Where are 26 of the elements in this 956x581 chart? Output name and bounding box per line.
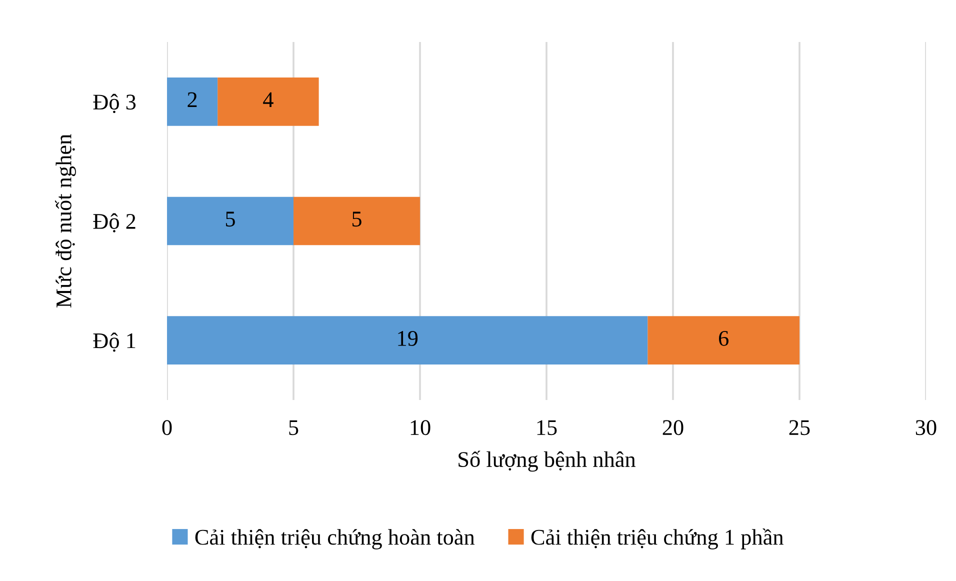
bar xyxy=(648,316,800,365)
legend-label: Cải thiện triệu chứng hoàn toàn xyxy=(195,529,475,550)
bar xyxy=(294,196,420,246)
x-tick-label: 5 xyxy=(289,420,298,436)
legend-label: Cải thiện triệu chứng 1 phần xyxy=(531,528,784,550)
x-tick-label: 30 xyxy=(916,420,936,436)
x-tick-label: 0 xyxy=(162,420,172,436)
bar xyxy=(167,196,294,246)
data-label: 6 xyxy=(718,330,728,346)
data-label: 2 xyxy=(188,92,197,108)
data-label: 5 xyxy=(352,212,362,227)
bar xyxy=(167,78,218,126)
data-label: 5 xyxy=(226,212,235,227)
y-tick-label: Độ 1 xyxy=(93,332,136,352)
y-tick-label: Độ 3 xyxy=(93,94,136,114)
data-label: 19 xyxy=(398,330,418,346)
x-tick-label: 10 xyxy=(410,420,430,436)
y-tick-label: Độ 2 xyxy=(93,213,136,232)
y-axis-title: Mức độ nuốt nghẹn xyxy=(55,134,76,308)
x-tick-label: 20 xyxy=(662,420,684,436)
bar xyxy=(167,316,648,365)
x-tick-label: 15 xyxy=(537,420,557,436)
data-label: 4 xyxy=(263,92,274,108)
bar xyxy=(218,78,319,126)
x-tick-label: 25 xyxy=(789,420,810,436)
x-axis-title: Số lượng bệnh nhân xyxy=(458,450,636,472)
